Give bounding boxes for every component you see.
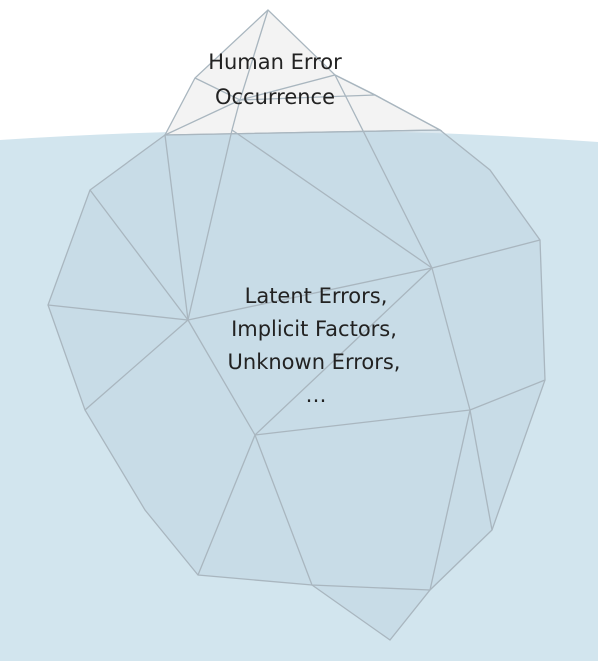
base-label: Latent Errors, <box>245 284 388 308</box>
tip-label: Human Error <box>208 50 342 74</box>
iceberg-diagram: Human Error Occurrence Latent Errors, Im… <box>0 0 598 661</box>
base-label: … <box>306 383 327 407</box>
tip-label: Occurrence <box>215 85 335 109</box>
base-label: Implicit Factors, <box>231 317 397 341</box>
base-label: Unknown Errors, <box>228 350 401 374</box>
